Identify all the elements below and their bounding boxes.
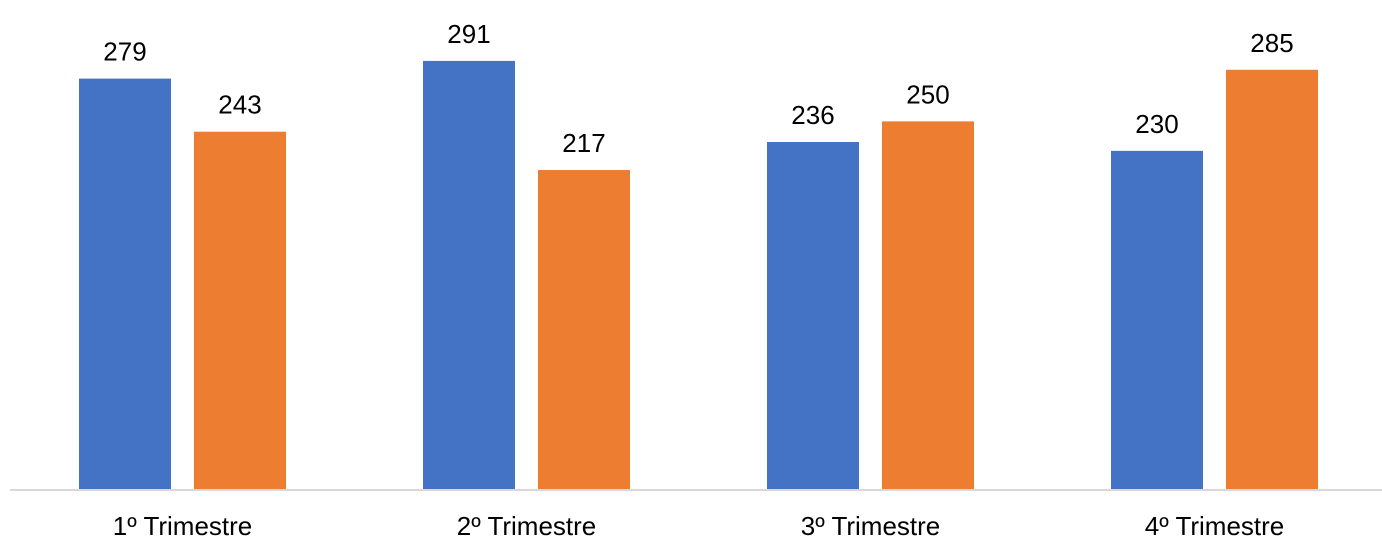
bar-3-series-2 <box>882 121 974 490</box>
category-label-1: 1º Trimestre <box>113 511 253 541</box>
data-label-3-series-1: 236 <box>791 100 834 130</box>
data-label-1-series-1: 279 <box>103 37 146 67</box>
bar-2-series-2 <box>538 170 630 490</box>
bar-1-series-2 <box>194 131 286 490</box>
data-label-4-series-2: 285 <box>1250 28 1293 58</box>
category-label-3: 3º Trimestre <box>801 511 941 541</box>
data-label-3-series-2: 250 <box>906 79 949 109</box>
bar-2-series-1 <box>423 60 515 490</box>
data-label-2-series-1: 291 <box>447 19 490 49</box>
category-label-4: 4º Trimestre <box>1145 511 1285 541</box>
category-labels-group: 1º Trimestre 2º Trimestre 3º Trimestre 4º T… <box>113 511 1285 541</box>
data-label-2-series-2: 217 <box>562 128 605 158</box>
data-labels-group: 279 243 291 217 236 250 230 285 <box>103 19 1293 158</box>
category-label-2: 2º Trimestre <box>457 511 597 541</box>
bar-1-series-1 <box>79 78 171 490</box>
data-label-4-series-1: 230 <box>1135 109 1178 139</box>
bar-4-series-2 <box>1226 69 1318 490</box>
bar-3-series-1 <box>767 142 859 490</box>
bars-group <box>79 60 1318 491</box>
data-label-1-series-2: 243 <box>218 90 261 120</box>
bar-4-series-1 <box>1111 150 1203 491</box>
